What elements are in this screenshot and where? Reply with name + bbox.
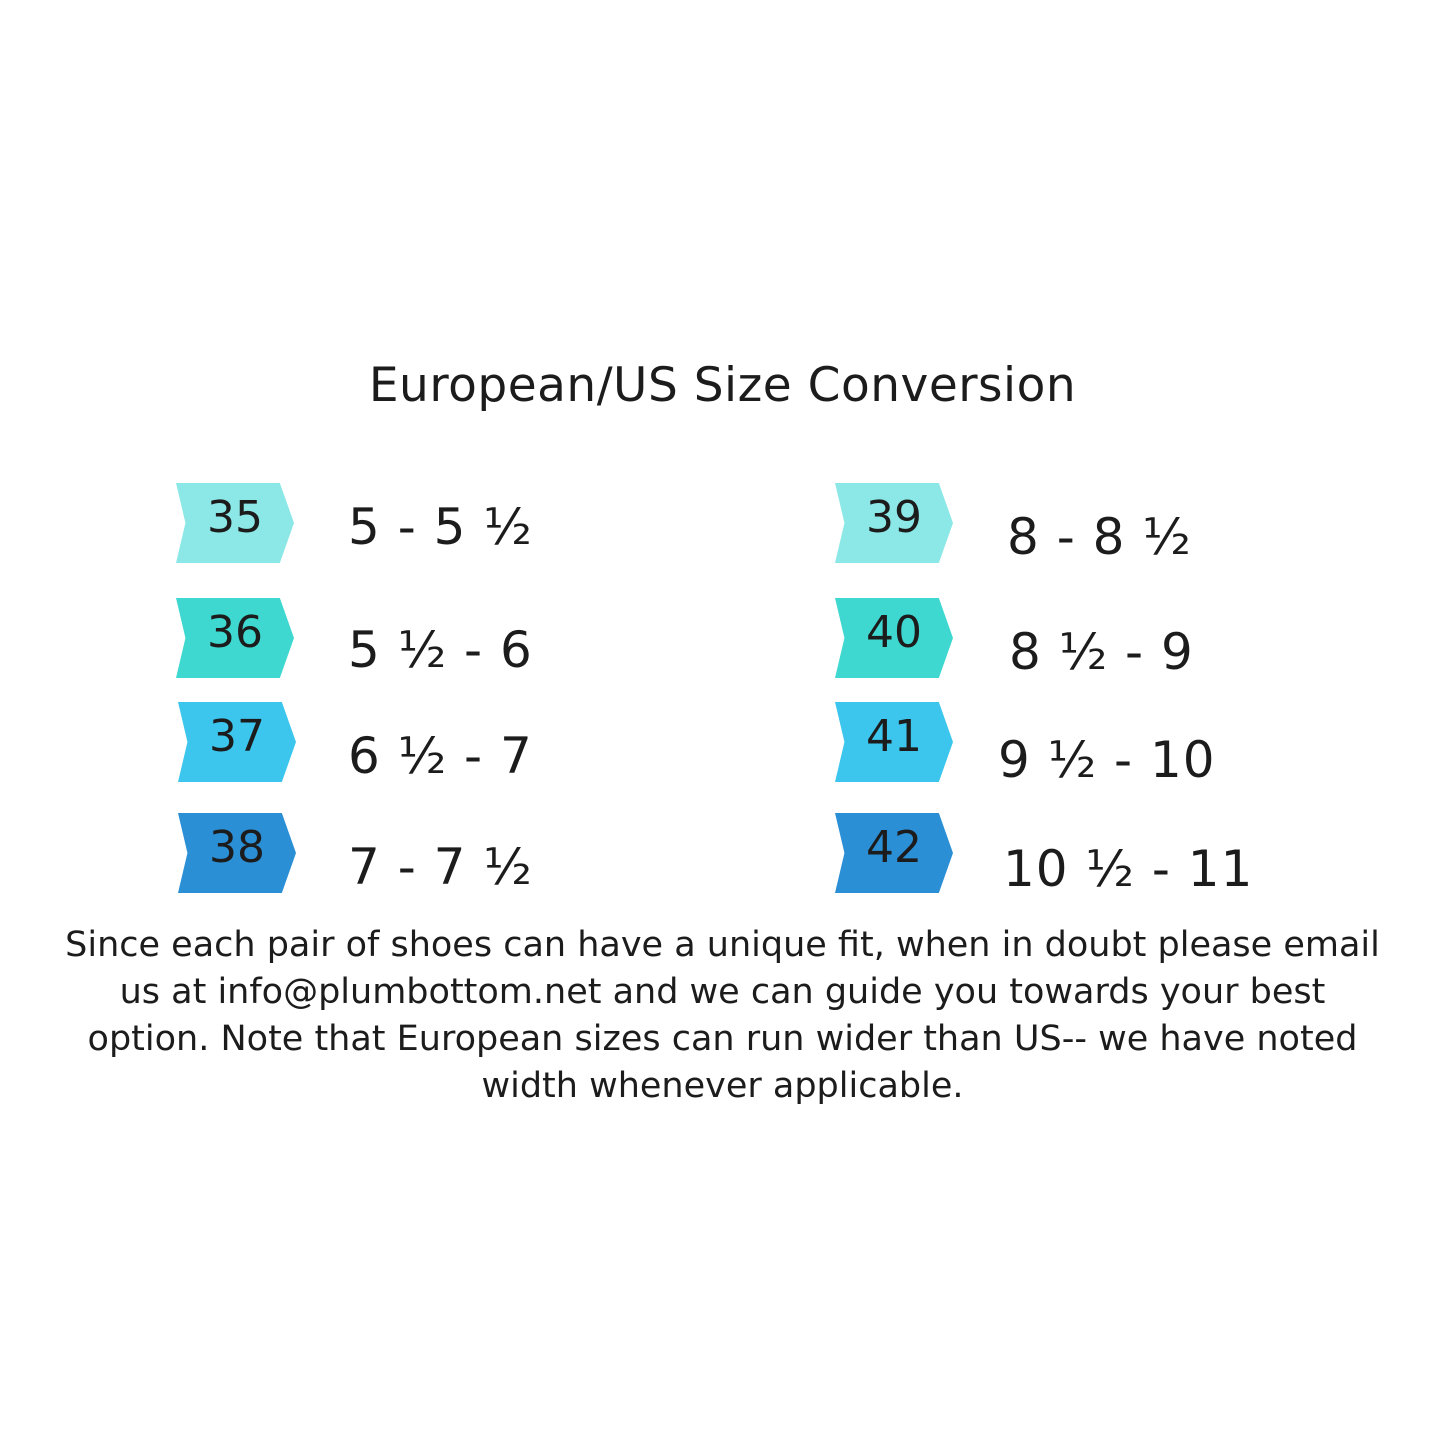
page-title: European/US Size Conversion <box>368 358 1077 413</box>
eu-size-label: 42 <box>866 822 922 873</box>
us-size-label: 7 - 7 ½ <box>348 838 533 896</box>
eu-size-badge <box>835 483 953 563</box>
us-size-label: 9 ½ - 10 <box>998 731 1216 789</box>
eu-size-label: 41 <box>866 711 922 762</box>
eu-size-label: 39 <box>866 492 922 543</box>
fit-note: Since each pair of shoes can have a uniq… <box>65 925 1380 1106</box>
eu-size-label: 35 <box>207 492 263 543</box>
us-size-label: 8 ½ - 9 <box>1009 623 1194 681</box>
eu-size-badge <box>178 702 296 782</box>
eu-size-label: 36 <box>207 607 263 658</box>
us-size-label: 8 - 8 ½ <box>1007 508 1192 566</box>
us-size-label: 6 ½ - 7 <box>348 727 533 785</box>
eu-size-badge <box>835 702 953 782</box>
eu-size-label: 40 <box>866 607 922 658</box>
eu-size-label: 37 <box>209 711 265 762</box>
eu-size-badge <box>835 598 953 678</box>
eu-size-badge <box>178 813 296 893</box>
eu-size-badge <box>176 598 294 678</box>
us-size-label: 5 - 5 ½ <box>348 498 533 556</box>
eu-size-badge <box>835 813 953 893</box>
us-size-label: 5 ½ - 6 <box>348 621 533 679</box>
us-size-label: 10 ½ - 11 <box>1003 840 1254 898</box>
eu-size-badge <box>176 483 294 563</box>
eu-size-label: 38 <box>209 822 265 873</box>
